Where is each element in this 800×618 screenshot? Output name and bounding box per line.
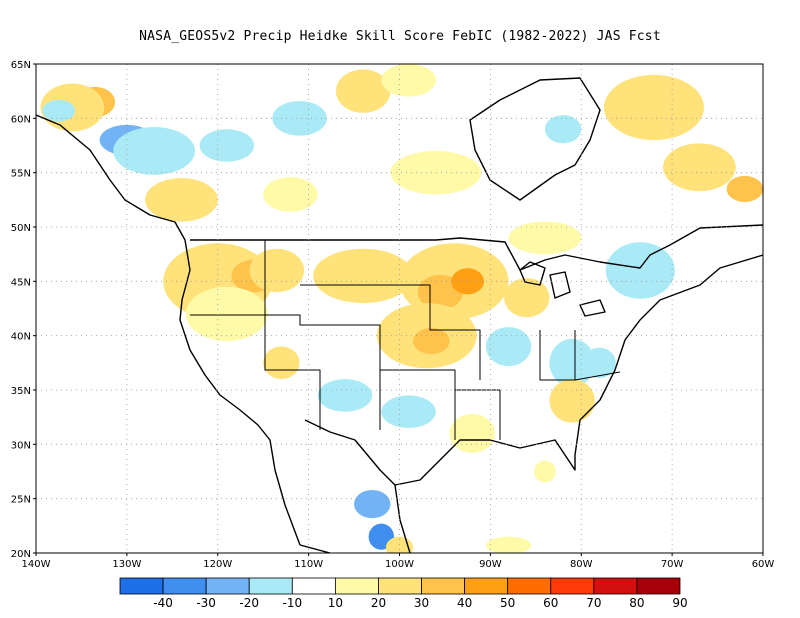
colorbar-label: -10 xyxy=(283,596,303,610)
field-patch xyxy=(549,379,595,423)
field-patch xyxy=(583,347,616,379)
colorbar-label: -40 xyxy=(153,596,173,610)
field-patch xyxy=(663,143,736,192)
colorbar-swatch xyxy=(507,577,552,595)
lat-label: 55N xyxy=(11,169,31,180)
field-patch xyxy=(263,177,318,212)
field-patch xyxy=(485,536,532,553)
colorbar-label: -20 xyxy=(239,596,259,610)
lon-label: 130W xyxy=(112,559,141,570)
field-patch xyxy=(726,175,763,203)
field-patch xyxy=(263,346,300,380)
lon-label: 110W xyxy=(294,559,323,570)
lon-label: 140W xyxy=(22,559,51,570)
field-patch xyxy=(145,178,218,222)
colorbar-label: 80 xyxy=(629,596,644,610)
field-patch xyxy=(317,379,373,412)
colorbar-label: 20 xyxy=(371,596,386,610)
colorbar-swatch xyxy=(378,577,422,595)
field-patch xyxy=(508,221,582,255)
field-patch xyxy=(504,278,550,318)
lat-label: 40N xyxy=(11,332,31,343)
hudson-bay xyxy=(469,77,601,201)
lat-label: 25N xyxy=(11,495,31,506)
colorbar-label: 40 xyxy=(457,596,472,610)
field-patch xyxy=(335,69,391,113)
longitude-labels: 140W 130W 120W 110W 100W 90W 80W 70W 60W xyxy=(22,553,775,570)
lat-label: 45N xyxy=(11,277,31,288)
lon-label: 90W xyxy=(479,559,502,570)
lon-label: 120W xyxy=(203,559,232,570)
field-patch xyxy=(199,129,255,162)
field-patch xyxy=(42,99,76,122)
state-lines xyxy=(190,240,621,440)
colorbar-swatch xyxy=(162,577,207,595)
mexico-coast xyxy=(299,484,411,553)
field-patch xyxy=(413,328,450,355)
us-canada-border xyxy=(190,224,763,271)
lat-label: 30N xyxy=(11,440,31,451)
colorbar-swatch xyxy=(291,577,336,595)
colorbar-swatch xyxy=(421,577,466,595)
field-patch xyxy=(533,460,556,483)
colorbar-label: -30 xyxy=(196,596,216,610)
colorbar-label: 90 xyxy=(672,596,687,610)
colorbar-label: 30 xyxy=(414,596,429,610)
lat-label: 35N xyxy=(11,386,31,397)
lat-label: 50N xyxy=(11,223,31,234)
west-coast xyxy=(36,114,301,546)
great-lakes xyxy=(519,261,606,317)
field-patch xyxy=(381,395,436,429)
colorbar: -40 -30 -20 -10 10 20 30 40 50 60 70 80 90 xyxy=(119,577,688,610)
colorbar-swatch xyxy=(636,577,681,595)
field-patch xyxy=(449,413,495,454)
colorbar-swatch xyxy=(119,577,164,595)
colorbar-swatch xyxy=(550,577,595,595)
colorbar-swatch xyxy=(205,577,250,595)
colorbar-label: 60 xyxy=(543,596,558,610)
field-patch xyxy=(485,326,532,367)
map-title: NASA_GEOS5v2 Precip Heidke Skill Score F… xyxy=(139,29,661,44)
field-patch xyxy=(313,248,414,304)
field-patch xyxy=(381,64,436,97)
colorbar-label: 10 xyxy=(328,596,343,610)
lon-label: 70W xyxy=(661,559,684,570)
field-patch xyxy=(451,268,485,295)
field-patch xyxy=(272,100,327,136)
field-patch xyxy=(549,338,595,387)
field-patch xyxy=(605,242,675,299)
lat-label: 20N xyxy=(11,549,31,560)
field-patch xyxy=(249,248,305,293)
colorbar-swatch xyxy=(334,577,379,595)
lon-label: 60W xyxy=(752,559,775,570)
gulf-and-east-coast xyxy=(304,254,763,486)
colorbar-swatch xyxy=(248,577,293,595)
field-patch xyxy=(544,115,582,144)
colorbar-label: 70 xyxy=(586,596,601,610)
field-patch xyxy=(113,127,196,175)
colorbar-swatch xyxy=(593,577,638,595)
field-patch xyxy=(185,286,268,342)
field-patch xyxy=(390,150,482,195)
coastlines-and-borders xyxy=(36,77,763,553)
colorbar-swatch xyxy=(464,577,509,595)
colorbar-label: 50 xyxy=(500,596,515,610)
latitude-labels: 20N 25N 30N 35N 40N 45N 50N 55N 60N 65N xyxy=(11,60,36,560)
lon-label: 100W xyxy=(385,559,414,570)
field-patch xyxy=(354,489,391,519)
field-patch xyxy=(603,74,704,141)
lat-label: 60N xyxy=(11,114,31,125)
lon-label: 80W xyxy=(570,559,593,570)
lat-label: 65N xyxy=(11,60,31,71)
